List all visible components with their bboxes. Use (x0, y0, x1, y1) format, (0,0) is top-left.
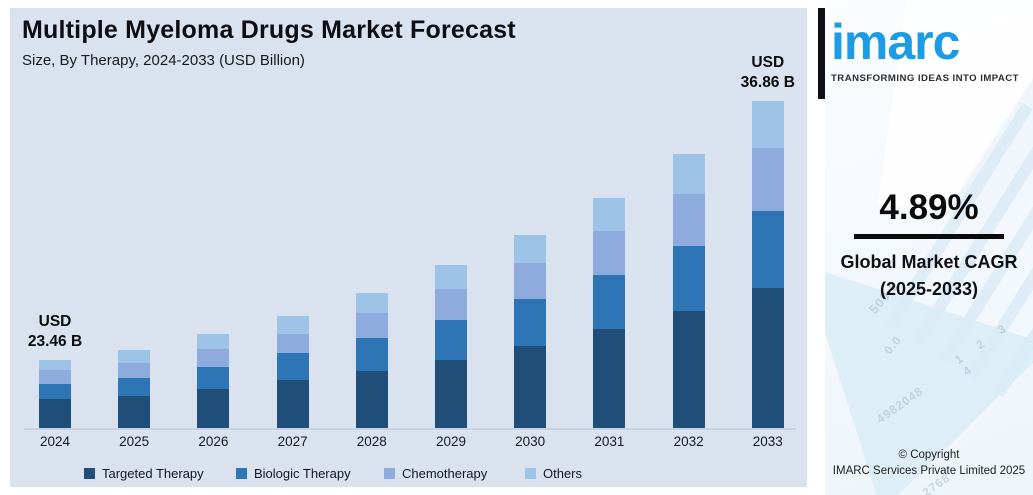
bar-segment-targeted-therapy (39, 399, 71, 428)
legend-item-others: Others (525, 466, 582, 481)
legend-item-biologic-therapy: Biologic Therapy (236, 466, 351, 481)
legend-label: Others (543, 466, 583, 481)
chart-subtitle: Size, By Therapy, 2024-2033 (USD Billion… (22, 52, 305, 69)
bar-segment-biologic-therapy (514, 299, 547, 346)
bar-segment-chemotherapy (118, 363, 151, 378)
value-label-2024: USD 23.46 B (27, 312, 83, 350)
sidebar: 500.0 0.0 1 2 3 4 4982048 2768 imarc TRA… (825, 0, 1033, 495)
bar-segment-targeted-therapy (118, 396, 151, 428)
chart-panel: Multiple Myeloma Drugs Market Forecast S… (10, 8, 807, 487)
bar-segment-others (435, 265, 467, 289)
bar-segment-biologic-therapy (118, 378, 151, 396)
legend-swatch-icon (84, 468, 95, 479)
bar-segment-others (197, 334, 230, 349)
bar-segment-chemotherapy (593, 231, 626, 275)
copyright: © Copyright IMARC Services Private Limit… (825, 448, 1033, 479)
bar-segment-others (118, 350, 151, 363)
legend-label: Biologic Therapy (254, 466, 351, 481)
watermark-text: 0.0 (881, 332, 905, 358)
x-axis-line (24, 428, 796, 430)
legend-swatch-icon (384, 468, 395, 479)
bar-segment-others (672, 154, 705, 194)
stacked-bar-2027 (276, 316, 309, 428)
bar-segment-biologic-therapy (435, 320, 467, 360)
bar-segment-targeted-therapy (593, 329, 626, 428)
bar-segment-others (39, 360, 71, 370)
bar-segment-chemotherapy (672, 194, 705, 246)
bar-segment-chemotherapy (514, 263, 547, 299)
x-tick-2032: 2032 (673, 434, 704, 449)
bar-segment-biologic-therapy (276, 353, 309, 380)
bar-segment-biologic-therapy (355, 338, 388, 371)
watermark-text: 4982048 (873, 383, 926, 427)
stacked-bar-plot: USD 23.46 B USD 36.86 B (10, 8, 807, 428)
bar-segment-chemotherapy (39, 370, 71, 384)
imarc-logo-tagline: TRANSFORMING IDEAS INTO IMPACT (831, 73, 1019, 84)
bar-segment-others (751, 101, 784, 148)
legend-swatch-icon (236, 468, 247, 479)
accent-bar (818, 8, 825, 99)
stacked-bar-2025 (118, 350, 151, 428)
cagr-label-years: (2025-2033) (879, 279, 979, 299)
x-tick-2031: 2031 (594, 434, 625, 449)
x-tick-2029: 2029 (435, 434, 467, 449)
x-tick-2026: 2026 (198, 434, 229, 449)
bar-segment-biologic-therapy (197, 367, 230, 389)
stacked-bar-2033 (751, 101, 784, 428)
x-tick-2033: 2033 (752, 434, 783, 449)
bar-segment-others (355, 293, 388, 313)
bar-segment-others (276, 316, 309, 334)
bar-segment-targeted-therapy (672, 311, 705, 428)
bar-segment-chemotherapy (276, 334, 309, 353)
cagr-divider (854, 234, 1004, 239)
bar-segment-others (514, 235, 547, 263)
bar-segment-biologic-therapy (672, 246, 705, 311)
bar-segment-others (593, 198, 626, 231)
bar-segment-biologic-therapy (593, 275, 626, 329)
chart-title: Multiple Myeloma Drugs Market Forecast (22, 16, 516, 44)
chart-legend: Targeted Therapy Biologic Therapy Chemothe… (10, 466, 807, 486)
bar-segment-biologic-therapy (39, 384, 71, 399)
legend-item-chemotherapy: Chemotherapy (384, 466, 487, 481)
cagr-value: 4.89% (879, 188, 979, 227)
bar-segment-targeted-therapy (355, 371, 388, 428)
bar-segment-chemotherapy (197, 349, 230, 367)
imarc-logo: imarc TRANSFORMING IDEAS INTO IMPACT (831, 10, 1029, 84)
stacked-bar-2026 (197, 334, 230, 428)
imarc-logo-text: imarc (831, 14, 960, 70)
value-label-2033: USD 36.86 B (740, 53, 795, 91)
cagr-block: 4.89% Global Market CAGR (2025-2033) (825, 188, 1033, 303)
stacked-bar-2028 (355, 293, 388, 428)
watermark-text: 1 2 3 4 (952, 317, 1015, 379)
cagr-label: Global Market CAGR (840, 252, 1018, 272)
copyright-line-2: IMARC Services Private Limited 2025 (832, 464, 1026, 477)
x-tick-2030: 2030 (515, 434, 546, 449)
stacked-bar-2030 (514, 235, 547, 428)
stacked-bar-2031 (593, 198, 626, 428)
bar-segment-targeted-therapy (435, 360, 467, 428)
bar-segment-chemotherapy (751, 148, 784, 211)
copyright-line-1: © Copyright (898, 449, 960, 461)
bar-segment-targeted-therapy (276, 380, 309, 428)
x-tick-2027: 2027 (277, 434, 308, 449)
x-tick-2028: 2028 (356, 434, 387, 449)
stacked-bar-2032 (672, 154, 705, 428)
x-tick-2024: 2024 (39, 434, 71, 449)
legend-label: Targeted Therapy (102, 466, 204, 481)
stacked-bar-2024 (39, 360, 71, 428)
bar-segment-targeted-therapy (751, 288, 784, 428)
stacked-bar-2029 (435, 265, 467, 428)
bar-segment-chemotherapy (355, 313, 388, 338)
legend-label: Chemotherapy (402, 466, 488, 481)
bar-segment-targeted-therapy (197, 389, 230, 428)
x-tick-2025: 2025 (119, 434, 150, 449)
bar-segment-targeted-therapy (514, 346, 547, 428)
bar-segment-chemotherapy (435, 289, 467, 320)
legend-swatch-icon (525, 468, 536, 479)
legend-item-targeted-therapy: Targeted Therapy (84, 466, 204, 481)
bar-segment-biologic-therapy (751, 211, 784, 288)
